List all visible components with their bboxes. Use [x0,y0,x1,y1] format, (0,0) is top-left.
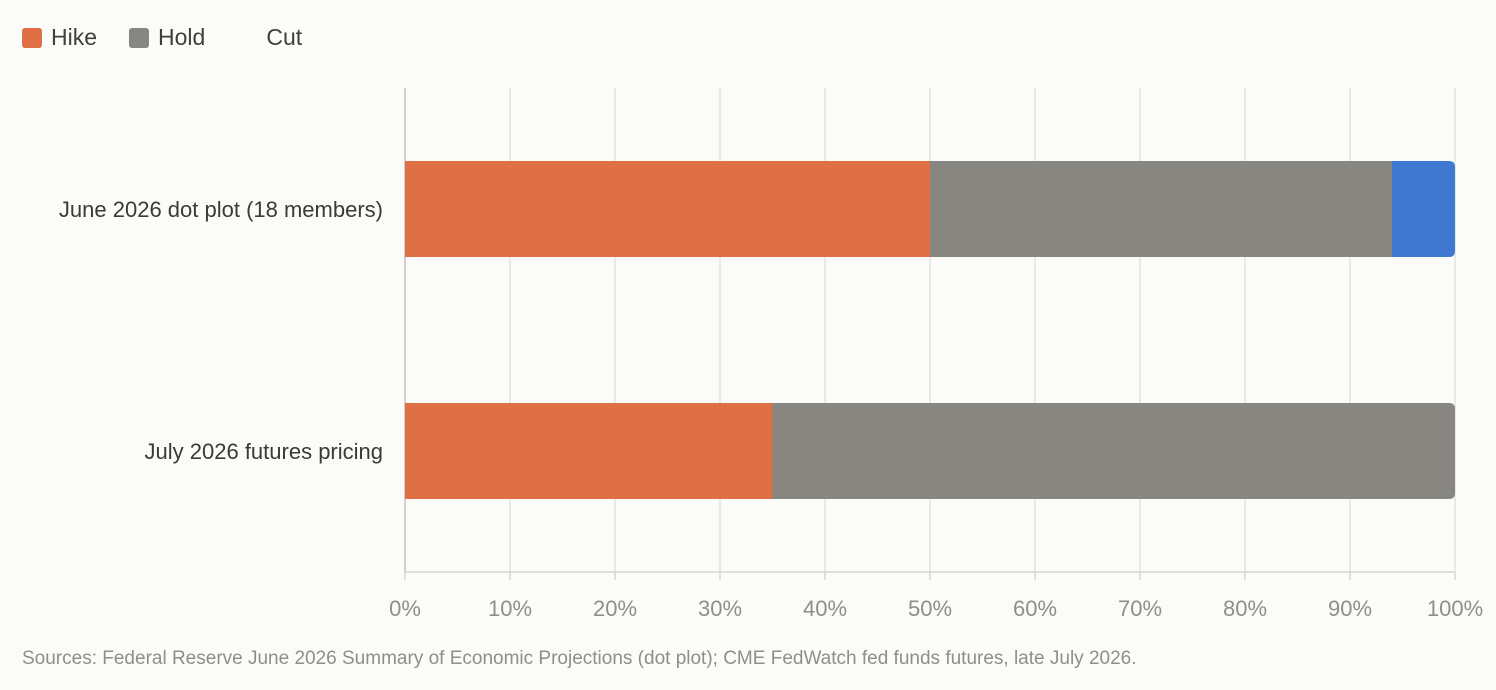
legend-item-hike[interactable]: Hike [22,24,97,51]
bars [405,161,1455,499]
legend-item-hold[interactable]: Hold [129,24,205,51]
x-axis-ticks: 0% 10% 20% 30% 40% 50% 60% 70% 80% 90% 100% [389,596,1483,621]
legend-label-cut: Cut [266,24,303,50]
x-tick-label: 100% [1427,596,1483,621]
bar-segment-cut[interactable] [1392,161,1455,257]
x-tick-label: 50% [908,596,952,621]
bar-segment-hike[interactable] [405,403,773,499]
bar-segment-hike[interactable] [405,161,930,257]
stacked-bar-chart: June 2026 dot plot (18 members) July 2026… [59,88,1483,621]
category-labels: June 2026 dot plot (18 members) July 2026… [59,197,383,464]
x-tick-label: 70% [1118,596,1162,621]
x-tick-label: 60% [1013,596,1057,621]
category-label: June 2026 dot plot (18 members) [59,197,383,222]
x-tick-label: 80% [1223,596,1267,621]
x-tick-label: 90% [1328,596,1372,621]
x-tick-label: 10% [488,596,532,621]
legend-label-hold: Hold [158,24,206,50]
category-label: July 2026 futures pricing [145,439,383,464]
legend-swatch-hold [129,27,150,48]
bar-segment-hold[interactable] [772,403,1456,499]
legend-item-cut[interactable]: Cut [237,24,302,51]
x-tick-label: 30% [698,596,742,621]
x-tick-label: 20% [593,596,637,621]
legend-label-hike: Hike [51,24,98,50]
chart-legend: Hike Hold Cut [22,24,334,51]
bar-segment-hold[interactable] [930,161,1392,257]
x-tick-label: 40% [803,596,847,621]
legend-swatch-hike [22,27,42,48]
source-note: Sources: Federal Reserve June 2026 Summa… [22,648,1137,669]
x-tick-label: 0% [389,596,421,621]
